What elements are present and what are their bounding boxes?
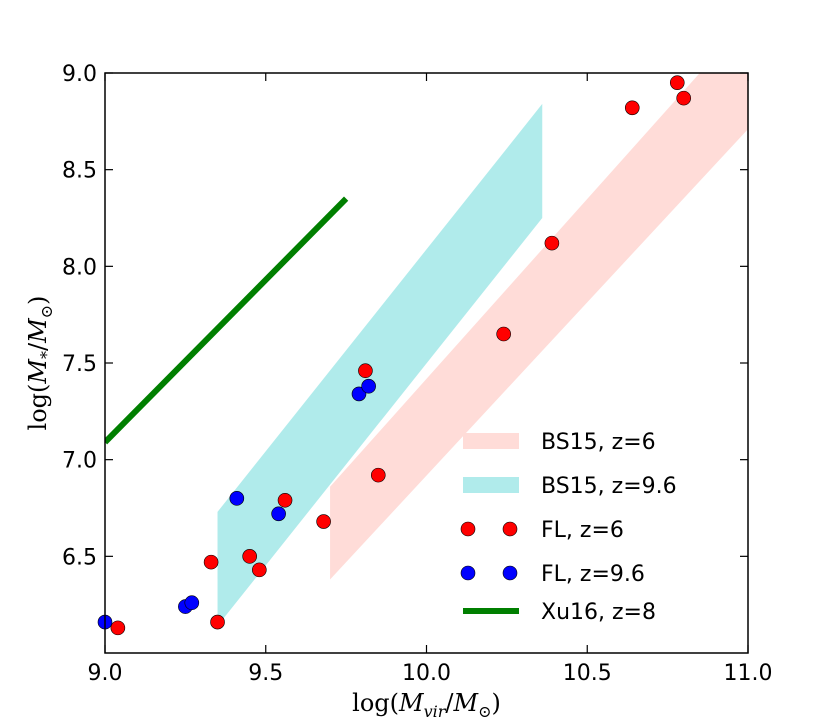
plot-frame bbox=[104, 72, 749, 654]
y-tick-label: 8.5 bbox=[62, 159, 97, 184]
point-fl-z-6 bbox=[203, 554, 219, 570]
point-fl-z-6 bbox=[210, 614, 225, 630]
legend-swatch bbox=[463, 477, 519, 493]
lines-layer bbox=[105, 196, 349, 445]
legend-entry-bs15-z-9-6: BS15, z=9.6 bbox=[463, 474, 677, 499]
point-fl-z-6 bbox=[676, 90, 692, 106]
x-tick-label: 11.0 bbox=[724, 661, 773, 686]
line-xu16-z-8 bbox=[105, 196, 349, 445]
legend-swatch bbox=[463, 433, 519, 449]
y-tick-label: 6.5 bbox=[62, 545, 97, 570]
x-tick-label: 9.5 bbox=[248, 661, 283, 686]
legend: BS15, z=6 BS15, z=9.6 FL, z=6 FL, z=9.6 Xu16… bbox=[460, 430, 677, 625]
ticks-layer: 9.0 9.5 10.0 10.5 11.0 6.5 7.0 7.5 8.0 8.5 9.0 bbox=[62, 62, 772, 686]
point-fl-z-9-6 bbox=[184, 595, 200, 611]
legend-label: BS15, z=9.6 bbox=[541, 474, 677, 499]
legend-label: FL, z=9.6 bbox=[541, 562, 645, 587]
x-axis-label: log(Mvir/M⊙) bbox=[352, 689, 501, 721]
point-fl-z-9-6 bbox=[229, 491, 245, 506]
point-fl-z-9-6 bbox=[351, 386, 367, 402]
legend-entry-fl-z-6: FL, z=6 bbox=[460, 518, 624, 543]
legend-entry-xu16-z-8: Xu16, z=8 bbox=[463, 600, 656, 625]
point-fl-z-6 bbox=[624, 100, 640, 116]
y-tick-label: 7.5 bbox=[62, 352, 97, 377]
point-fl-z-6 bbox=[110, 620, 126, 636]
x-tick-label: 10.5 bbox=[563, 661, 612, 686]
legend-marker bbox=[460, 521, 476, 537]
points-layer bbox=[97, 75, 692, 636]
y-axis-label: log(M*/M⊙) bbox=[24, 296, 56, 431]
point-fl-z-6 bbox=[669, 75, 685, 90]
point-fl-z-6 bbox=[242, 549, 257, 564]
bands-layer bbox=[217, 73, 748, 626]
point-fl-z-6 bbox=[370, 467, 386, 483]
point-fl-z-9-6 bbox=[361, 378, 376, 394]
point-fl-z-6 bbox=[316, 514, 331, 529]
legend-marker bbox=[502, 521, 518, 537]
point-fl-z-9-6 bbox=[271, 506, 286, 522]
legend-marker bbox=[502, 565, 518, 581]
legend-entry-bs15-z-6: BS15, z=6 bbox=[463, 430, 656, 455]
point-fl-z-6 bbox=[252, 562, 267, 578]
point-fl-z-6 bbox=[544, 235, 560, 251]
x-tick-label: 10.0 bbox=[402, 661, 451, 686]
y-tick-label: 7.0 bbox=[62, 449, 97, 474]
x-tick-label: 9.0 bbox=[88, 661, 123, 686]
point-fl-z-6 bbox=[358, 363, 373, 379]
legend-entry-fl-z-9-6: FL, z=9.6 bbox=[460, 562, 645, 587]
y-tick-label: 8.0 bbox=[62, 255, 97, 280]
point-fl-z-6 bbox=[277, 492, 293, 508]
legend-marker bbox=[460, 565, 476, 581]
legend-label: BS15, z=6 bbox=[541, 430, 656, 455]
point-fl-z-6 bbox=[496, 326, 511, 342]
legend-label: FL, z=6 bbox=[541, 518, 624, 543]
band-bs15-z-9-6 bbox=[217, 103, 543, 626]
y-tick-label: 9.0 bbox=[62, 62, 97, 87]
legend-label: Xu16, z=8 bbox=[541, 600, 656, 625]
band-bs15-z-6 bbox=[330, 73, 748, 580]
